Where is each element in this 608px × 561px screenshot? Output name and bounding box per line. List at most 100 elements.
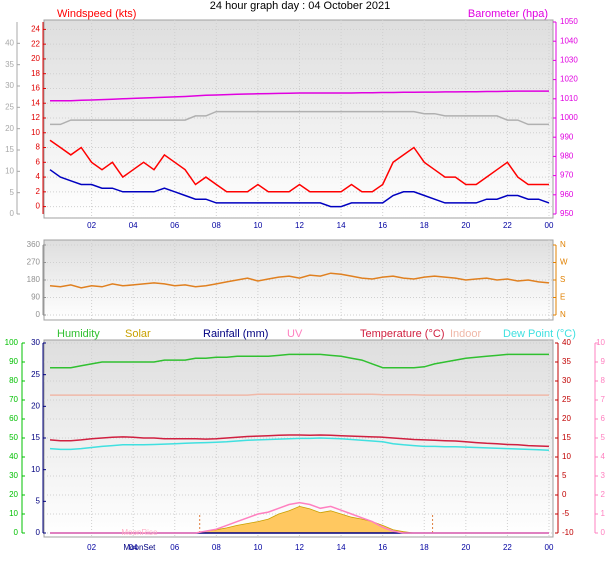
y-tick-label: 0 [14, 528, 19, 537]
y-tick-label: 1 [601, 509, 606, 518]
y-tick-label: S [560, 275, 565, 284]
y-tick-label: 0 [10, 209, 15, 218]
x-tick-label: 16 [378, 543, 387, 552]
y-tick-label: 5 [601, 433, 606, 442]
y-tick-label: 20 [31, 54, 40, 63]
y-tick-label: 1040 [560, 36, 578, 45]
y-tick-label: 30 [5, 81, 14, 90]
x-tick-label: 20 [461, 543, 470, 552]
line [49, 139, 549, 193]
y-tick-label: 25 [5, 102, 14, 111]
x-tick-label: 00 [545, 221, 554, 230]
x-tick-label: 12 [295, 543, 304, 552]
y-tick-label: 40 [9, 452, 18, 461]
legend-label: Humidity [57, 328, 100, 340]
y-tick-label: 35 [5, 60, 14, 69]
y-tick-label: 18 [31, 69, 40, 78]
line [49, 437, 550, 451]
x-tick-label: 12 [295, 221, 304, 230]
x-tick-label: 14 [337, 543, 346, 552]
y-tick-label: 2 [36, 187, 41, 196]
y-tick-label: 960 [560, 190, 574, 199]
y-tick-label: 25 [31, 370, 40, 379]
y-tick-label: 14 [31, 98, 40, 107]
y-tick-label: 950 [560, 209, 574, 218]
x-tick-label: 18 [420, 221, 429, 230]
x-tick-label: 22 [503, 221, 512, 230]
y-tick-label: 5 [562, 471, 567, 480]
y-tick-label: 270 [27, 258, 41, 267]
y-tick-label: 0 [601, 528, 606, 537]
y-tick-label: N [560, 240, 566, 249]
line [50, 90, 549, 102]
annotation: MoonRise [121, 528, 158, 537]
y-tick-label: 10 [9, 509, 18, 518]
y-tick-label: 10 [31, 128, 40, 137]
y-tick-label: 70 [9, 395, 18, 404]
y-tick-label: 5 [36, 496, 41, 505]
y-tick-label: 40 [5, 38, 14, 47]
plot-area [43, 19, 554, 219]
y-tick-label: 4 [36, 172, 41, 181]
y-tick-label: 80 [9, 376, 18, 385]
legend-label: Windspeed (kts) [57, 8, 136, 20]
y-tick-label: 980 [560, 152, 574, 161]
x-tick-label: 20 [461, 221, 470, 230]
y-tick-label: 50 [9, 433, 18, 442]
annotation: MoonSet [123, 543, 156, 552]
y-tick-label: 2 [601, 490, 606, 499]
x-tick-label: 02 [87, 221, 96, 230]
line [49, 434, 550, 448]
y-tick-label: 0 [36, 310, 41, 319]
x-tick-label: 04 [129, 221, 138, 230]
y-tick-label: 1020 [560, 75, 578, 84]
x-tick-label: 18 [420, 543, 429, 552]
legend-label: Dew Point (°C) [503, 328, 576, 340]
y-tick-label: 15 [5, 145, 14, 154]
y-tick-label: 40 [562, 338, 571, 347]
y-tick-label: 22 [31, 39, 40, 48]
y-tick-label: 16 [31, 84, 40, 93]
y-tick-label: 0 [36, 528, 41, 537]
y-tick-label: 20 [9, 490, 18, 499]
y-tick-label: 30 [31, 338, 40, 347]
y-tick-label: -10 [562, 528, 574, 537]
y-tick-label: 8 [601, 376, 606, 385]
y-tick-label: 1000 [560, 113, 578, 122]
y-tick-label: 100 [5, 338, 19, 347]
legend-label: Barometer (hpa) [468, 8, 548, 20]
y-tick-label: 6 [601, 414, 606, 423]
y-tick-label: 5 [10, 188, 15, 197]
y-tick-label: 20 [31, 401, 40, 410]
x-tick-label: 10 [253, 543, 262, 552]
x-tick-label: 16 [378, 221, 387, 230]
legend-label: Solar [125, 328, 151, 340]
x-tick-label: 06 [170, 543, 179, 552]
y-tick-label: 35 [562, 357, 571, 366]
y-tick-label: 970 [560, 171, 574, 180]
x-tick-label: 10 [253, 221, 262, 230]
x-tick-label: 22 [503, 543, 512, 552]
y-tick-label: 360 [27, 240, 41, 249]
y-tick-label: 7 [601, 395, 606, 404]
y-tick-label: N [560, 310, 566, 319]
y-tick-label: 1050 [560, 17, 578, 26]
y-tick-label: -5 [562, 509, 570, 518]
y-tick-label: 20 [5, 124, 14, 133]
y-tick-label: 30 [9, 471, 18, 480]
y-tick-label: 1030 [560, 56, 578, 65]
y-tick-label: 90 [9, 357, 18, 366]
line [50, 393, 549, 396]
x-tick-label: 02 [87, 543, 96, 552]
y-tick-label: 180 [27, 275, 41, 284]
y-tick-label: 30 [562, 376, 571, 385]
y-tick-label: 15 [31, 433, 40, 442]
y-tick-label: 12 [31, 113, 40, 122]
legend-label: Rainfall (mm) [203, 328, 268, 340]
y-tick-label: 10 [5, 166, 14, 175]
y-tick-label: 15 [562, 433, 571, 442]
x-tick-label: 14 [337, 221, 346, 230]
y-tick-label: 8 [36, 143, 41, 152]
y-tick-label: 990 [560, 132, 574, 141]
